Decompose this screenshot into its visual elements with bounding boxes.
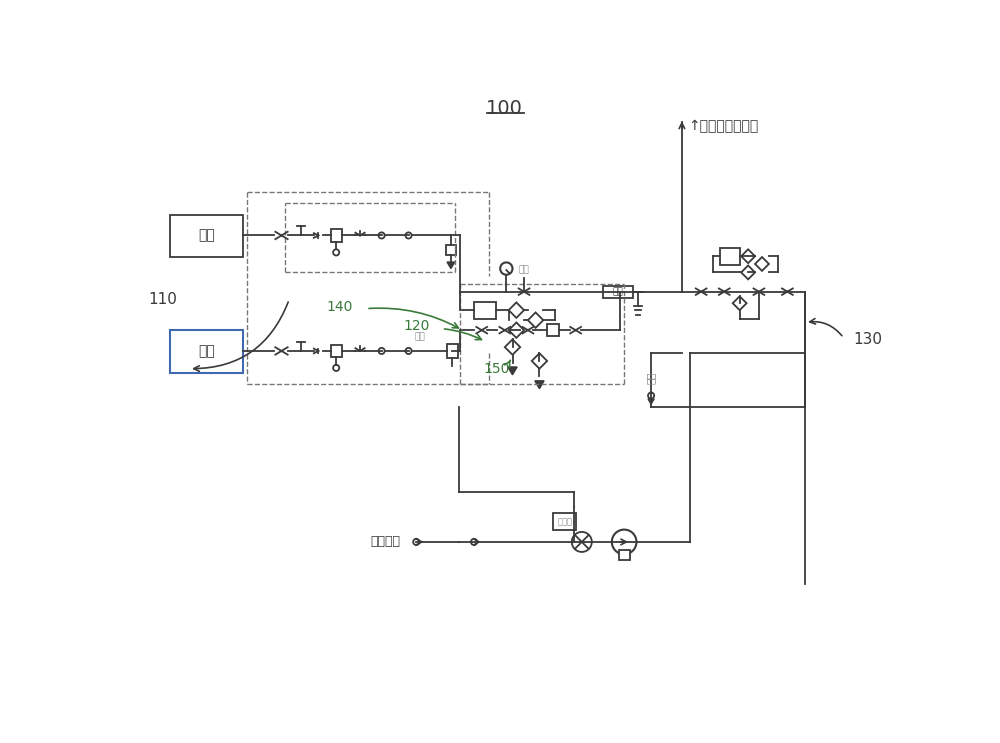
- Bar: [720, 247, 740, 265]
- Polygon shape: [535, 381, 544, 389]
- Text: 140: 140: [326, 300, 352, 314]
- Text: 120: 120: [403, 319, 429, 334]
- Bar: [331, 345, 342, 357]
- Text: 油箱: 油箱: [198, 344, 215, 358]
- Bar: [446, 244, 456, 255]
- Bar: [170, 215, 243, 257]
- Bar: [553, 513, 576, 531]
- Text: 去净油机: 去净油机: [370, 536, 400, 548]
- Text: 常闭: 常闭: [519, 265, 529, 275]
- Text: 三通: 三通: [613, 288, 623, 296]
- Bar: [331, 230, 342, 241]
- Text: 排空: 排空: [646, 372, 656, 384]
- Text: 150: 150: [484, 362, 510, 376]
- Text: 130: 130: [853, 332, 882, 347]
- Text: 油箱: 油箱: [198, 228, 215, 242]
- Text: 100: 100: [486, 99, 523, 118]
- Text: ↑去系统调压装置: ↑去系统调压装置: [688, 119, 758, 133]
- Text: 补空泵: 补空泵: [557, 517, 572, 526]
- Bar: [447, 344, 458, 358]
- Circle shape: [572, 532, 592, 552]
- Bar: [170, 330, 243, 372]
- Polygon shape: [447, 262, 455, 268]
- Bar: [474, 302, 496, 319]
- Text: 110: 110: [149, 292, 178, 307]
- Polygon shape: [508, 367, 517, 374]
- Circle shape: [333, 250, 339, 256]
- Bar: [619, 551, 630, 559]
- Bar: [547, 324, 559, 337]
- Polygon shape: [648, 399, 654, 404]
- Bar: [603, 285, 633, 298]
- Text: 常开: 常开: [415, 333, 425, 342]
